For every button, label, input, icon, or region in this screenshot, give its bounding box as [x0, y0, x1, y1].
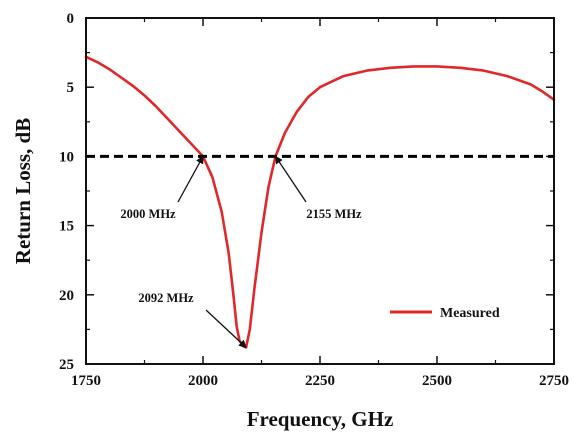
plot-frame	[85, 17, 555, 365]
x-tick-label: 2000	[188, 373, 218, 389]
x-tick-label: 2500	[422, 373, 452, 389]
legend-label-measured: Measured	[440, 306, 500, 321]
y-tick-label: 15	[59, 219, 74, 235]
x-tick-label: 1750	[71, 373, 101, 389]
y-tick-label: 0	[67, 11, 75, 27]
annotation-label: 2155 MHz	[306, 207, 362, 221]
y-tick-label: 5	[67, 80, 75, 96]
series-layer	[84, 55, 556, 349]
annotation-label: 2000 MHz	[120, 207, 176, 221]
x-tick-label: 2250	[305, 373, 335, 389]
x-tick-labels: 1750 2000 2250 2500 2750	[71, 373, 569, 389]
y-tick-label: 25	[59, 357, 74, 373]
series-measured-line	[84, 55, 556, 349]
annotation-arrow	[274, 155, 307, 203]
x-axis-title: Frequency, GHz	[247, 407, 394, 431]
annotation-arrow	[205, 309, 247, 349]
legend: Measured	[390, 306, 500, 321]
x-tick-label: 2750	[539, 373, 569, 389]
y-tick-label: 20	[59, 288, 74, 304]
y-axis-title: Return Loss, dB	[11, 118, 35, 264]
annotation-label: 2092 MHz	[138, 291, 194, 305]
y-tick-label: 10	[59, 149, 74, 165]
annotation-arrow	[177, 155, 204, 203]
annotations-layer: 2000 MHz 2155 MHz 2092 MHz	[120, 155, 362, 349]
y-tick-labels: 0 5 10 15 20 25	[59, 11, 74, 373]
